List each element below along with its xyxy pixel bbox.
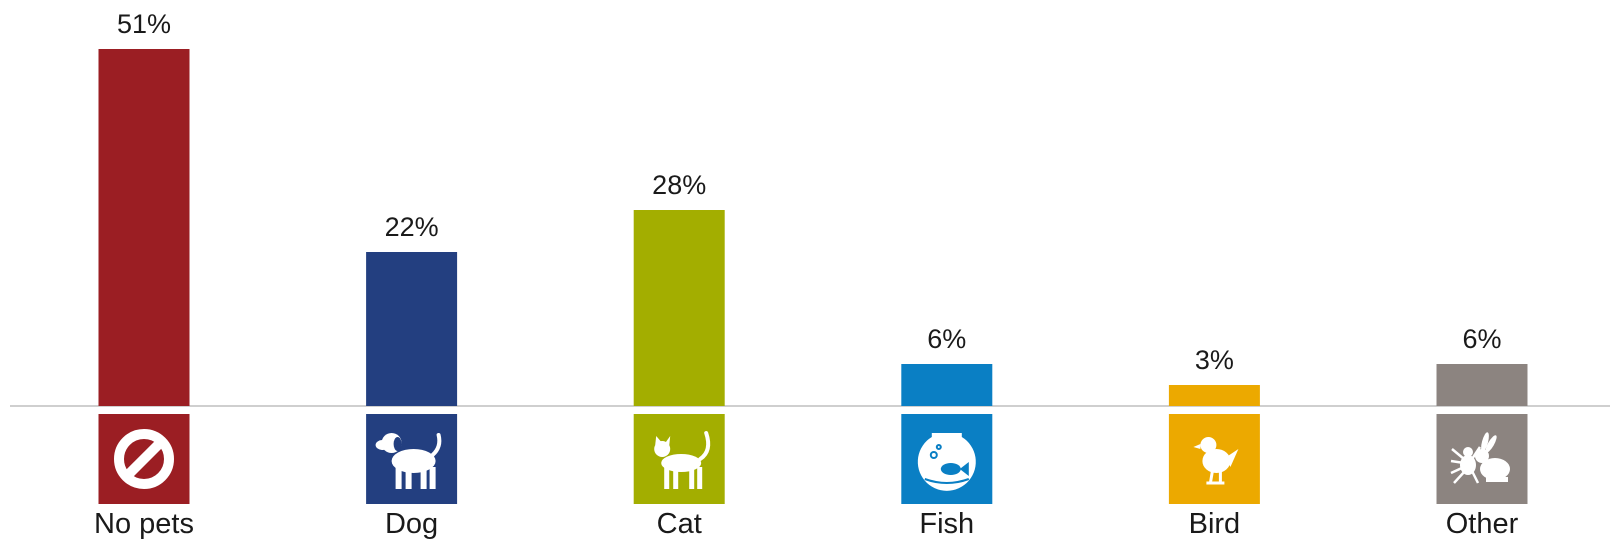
- fishbowl-icon: [917, 433, 976, 491]
- value-label: 22%: [385, 212, 439, 242]
- value-label: 6%: [927, 324, 966, 354]
- category-label: No pets: [94, 508, 194, 540]
- bar-no-pets: [98, 49, 190, 406]
- category-label: Dog: [385, 508, 438, 540]
- spider-rabbit-icon: [1450, 432, 1510, 484]
- category-label: Cat: [657, 508, 702, 540]
- bar-cat: [633, 210, 725, 406]
- cat-icon: [654, 431, 711, 489]
- value-label: 3%: [1195, 345, 1234, 375]
- value-label: 51%: [117, 9, 171, 39]
- bar-fish: [901, 364, 993, 406]
- value-label: 6%: [1462, 324, 1501, 354]
- category-label: Other: [1446, 508, 1519, 540]
- bar-dog: [366, 252, 458, 406]
- bar-bird: [1168, 385, 1260, 406]
- category-label: Fish: [919, 508, 974, 540]
- no-symbol-icon: [114, 429, 174, 489]
- bird-icon: [1193, 437, 1239, 485]
- bar-other: [1436, 364, 1528, 406]
- bars-group: 51% No pets 22% Dog 28% Cat 6% Fish 3% Bird 6% Othe…: [94, 9, 1528, 540]
- value-label: 28%: [652, 170, 706, 200]
- category-label: Bird: [1189, 508, 1241, 540]
- dog-icon: [375, 433, 442, 489]
